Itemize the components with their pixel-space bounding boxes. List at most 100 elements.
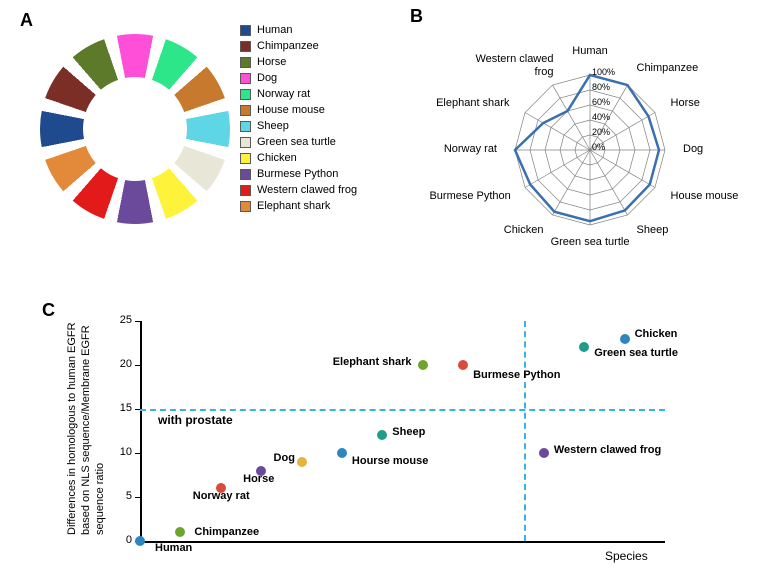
legend-item: House mouse <box>240 104 357 116</box>
radar-tick: 40% <box>592 112 610 122</box>
legend-swatch <box>240 137 251 148</box>
radar-chart: 0% 20% 40% 60% 80% 100% Human Chimpanzee Horse Do… <box>440 20 740 260</box>
radar-tick: 80% <box>592 82 610 92</box>
legend-label: Norway rat <box>257 88 310 100</box>
ytick-mark <box>135 497 140 498</box>
legend-label: Sheep <box>257 120 289 132</box>
threshold-hline <box>140 409 665 411</box>
scatter-label: Green sea turtle <box>594 347 678 359</box>
ytick-label: 5 <box>102 490 132 502</box>
radar-tick: 0% <box>592 142 605 152</box>
radar-axis-label: Western clawedfrog <box>474 53 554 78</box>
scatter-point <box>418 360 428 370</box>
legend-item: Burmese Python <box>240 168 357 180</box>
legend-label: Western clawed frog <box>257 184 357 196</box>
radar-axis-label: Norway rat <box>417 143 497 156</box>
scatter-point <box>579 342 589 352</box>
ytick-mark <box>135 321 140 322</box>
scatter-label: Chicken <box>635 328 678 340</box>
radar-axis-label: Burmese Python <box>429 190 509 203</box>
donut-chart <box>40 34 230 224</box>
scatter-point <box>297 457 307 467</box>
legend-label: Dog <box>257 72 277 84</box>
legend-item: Green sea turtle <box>240 136 357 148</box>
scatter-label: Horse <box>243 473 274 485</box>
scatter-point <box>337 448 347 458</box>
radar-tick: 20% <box>592 127 610 137</box>
scatter-label: Chimpanzee <box>194 526 259 538</box>
scatter-point <box>377 430 387 440</box>
scatter-label: Norway rat <box>193 490 250 502</box>
scatter-point <box>620 334 630 344</box>
legend-item: Human <box>240 24 357 36</box>
legend-swatch <box>240 73 251 84</box>
legend-swatch <box>240 185 251 196</box>
scatter-label: Human <box>155 542 192 554</box>
annotation-with-prostate: with prostate <box>158 413 233 427</box>
legend-item: Horse <box>240 56 357 68</box>
legend-label: Chicken <box>257 152 297 164</box>
legend-label: Burmese Python <box>257 168 338 180</box>
ylabel-line1: Differences in homologous to human EGFR <box>66 322 78 535</box>
legend-item: Chimpanzee <box>240 40 357 52</box>
ytick-label: 0 <box>102 534 132 546</box>
donut-center-mask <box>83 77 187 181</box>
radar-axis-label: Chicken <box>464 224 544 237</box>
panel-a: Human Chimpanzee Horse Dog Norway rat House m… <box>10 10 410 270</box>
scatter-point <box>175 527 185 537</box>
legend-a: Human Chimpanzee Horse Dog Norway rat House m… <box>240 24 357 216</box>
radar-axis-label: Horse <box>671 97 700 110</box>
ylabel-line2: based on NLS sequence/Membrane EGFR <box>80 325 92 535</box>
legend-item: Western clawed frog <box>240 184 357 196</box>
legend-item: Norway rat <box>240 88 357 100</box>
legend-swatch <box>240 153 251 164</box>
ytick-mark <box>135 453 140 454</box>
legend-swatch <box>240 41 251 52</box>
panel-c: Differences in homologous to human EGFR … <box>40 285 740 565</box>
legend-swatch <box>240 201 251 212</box>
threshold-vline <box>524 321 526 541</box>
scatter-label: Elephant shark <box>333 356 412 368</box>
radar-axis-label: House mouse <box>671 190 739 203</box>
radar-axis-label: Chimpanzee <box>637 62 699 75</box>
legend-swatch <box>240 57 251 68</box>
legend-item: Dog <box>240 72 357 84</box>
figure-root: { "panels": { "A": "A", "B": "B", "C": "… <box>0 0 777 573</box>
radar-tick: 100% <box>592 67 615 77</box>
scatter-label: Hourse mouse <box>352 455 428 467</box>
legend-swatch <box>240 25 251 36</box>
scatter-label: Sheep <box>392 426 425 438</box>
legend-label: Chimpanzee <box>257 40 319 52</box>
radar-axis-label: Dog <box>683 143 703 156</box>
legend-item: Chicken <box>240 152 357 164</box>
scatter-point <box>135 536 145 546</box>
legend-swatch <box>240 169 251 180</box>
legend-swatch <box>240 121 251 132</box>
ytick-label: 10 <box>102 446 132 458</box>
scatter-label: Western clawed frog <box>554 444 661 456</box>
x-axis-label: Species <box>605 549 648 563</box>
radar-axis-label: Elephant shark <box>429 97 509 110</box>
ytick-label: 25 <box>102 314 132 326</box>
scatter-label: Burmese Python <box>473 369 560 381</box>
legend-label: Green sea turtle <box>257 136 336 148</box>
legend-swatch <box>240 89 251 100</box>
legend-item: Elephant shark <box>240 200 357 212</box>
radar-axis-label: Sheep <box>637 224 669 237</box>
y-axis <box>140 321 142 541</box>
legend-label: Human <box>257 24 292 36</box>
panel-b: 0% 20% 40% 60% 80% 100% Human Chimpanzee Horse Do… <box>400 0 777 260</box>
legend-label: Elephant shark <box>257 200 330 212</box>
legend-item: Sheep <box>240 120 357 132</box>
scatter-label: Dog <box>274 452 295 464</box>
radar-tick: 60% <box>592 97 610 107</box>
ytick-mark <box>135 365 140 366</box>
legend-label: Horse <box>257 56 286 68</box>
radar-axis-label: Human <box>550 45 630 58</box>
scatter-point <box>458 360 468 370</box>
scatter-point <box>539 448 549 458</box>
ytick-label: 15 <box>102 402 132 414</box>
ytick-label: 20 <box>102 358 132 370</box>
legend-label: House mouse <box>257 104 325 116</box>
legend-swatch <box>240 105 251 116</box>
